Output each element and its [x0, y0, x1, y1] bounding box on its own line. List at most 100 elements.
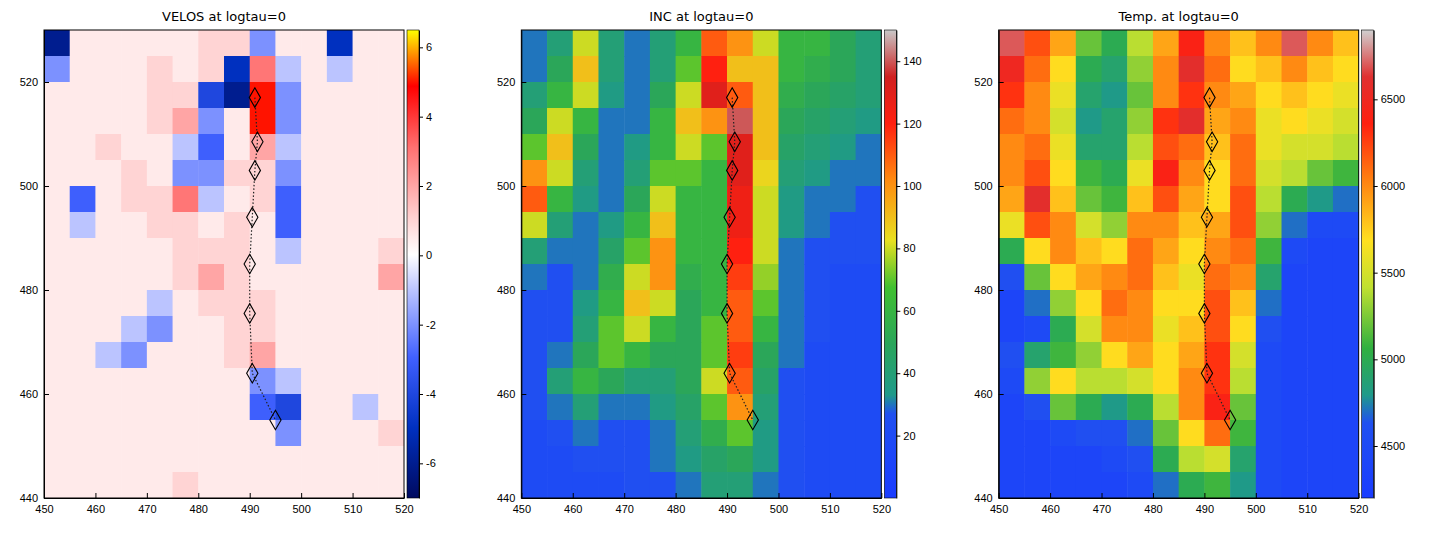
cell — [650, 82, 676, 109]
tick: 4 — [419, 111, 432, 123]
cell — [1102, 290, 1128, 317]
cell — [1230, 56, 1256, 83]
cell — [1333, 134, 1359, 161]
tick: 140 — [896, 55, 921, 67]
cell — [804, 238, 830, 265]
cell — [778, 342, 804, 369]
cell — [547, 446, 573, 473]
cell — [378, 316, 404, 343]
cell — [521, 30, 547, 57]
marker — [249, 88, 260, 108]
track-line — [727, 98, 753, 420]
tick: 510 — [821, 493, 839, 515]
cell — [624, 394, 650, 421]
marker — [1204, 88, 1215, 108]
figure: 450460470480490500510520440460480500520V… — [0, 0, 1432, 534]
cell — [44, 108, 70, 135]
tick-label: 490 — [241, 503, 259, 515]
cell — [44, 238, 70, 265]
tick: 520 — [20, 76, 49, 88]
tick-label: 5500 — [1381, 267, 1405, 279]
tick-label: 450 — [990, 503, 1008, 515]
cell — [521, 342, 547, 369]
cell — [95, 82, 121, 109]
tick-mark — [95, 493, 96, 498]
cell — [70, 446, 96, 473]
cell — [301, 56, 327, 83]
cell — [95, 368, 121, 395]
cell — [224, 186, 250, 213]
marker — [1206, 132, 1217, 152]
cell — [378, 446, 404, 473]
cell — [1153, 238, 1179, 265]
cell — [1256, 134, 1282, 161]
cell — [1076, 290, 1102, 317]
cell — [173, 316, 199, 343]
tick-mark — [419, 47, 423, 48]
cell — [224, 316, 250, 343]
cell — [173, 394, 199, 421]
cell — [1179, 420, 1205, 447]
cell — [224, 30, 250, 57]
cell — [275, 82, 301, 109]
cell — [353, 264, 379, 291]
plot-frame — [999, 30, 1359, 498]
cell — [598, 316, 624, 343]
cell — [198, 420, 224, 447]
cell — [1127, 342, 1153, 369]
cell — [95, 30, 121, 57]
cell — [95, 108, 121, 135]
tick-mark — [1256, 493, 1257, 498]
tick: 480 — [190, 493, 208, 515]
cell — [999, 368, 1025, 395]
cell — [753, 342, 779, 369]
cell — [856, 186, 882, 213]
cell — [378, 290, 404, 317]
cell — [1204, 30, 1230, 57]
cell — [804, 342, 830, 369]
cell — [95, 290, 121, 317]
cell — [778, 264, 804, 291]
cell — [353, 30, 379, 57]
tick: 500 — [20, 180, 49, 192]
cell — [521, 108, 547, 135]
cell — [547, 212, 573, 239]
cell — [198, 134, 224, 161]
cell — [1307, 56, 1333, 83]
cell — [70, 134, 96, 161]
cell — [1333, 368, 1359, 395]
tick-label: 440 — [497, 492, 515, 504]
marker — [721, 254, 732, 274]
cell — [999, 238, 1025, 265]
cell — [1076, 264, 1102, 291]
panel: 450460470480490500510520440460480500520T… — [974, 9, 1405, 515]
cell — [1307, 134, 1333, 161]
cell — [95, 134, 121, 161]
cell — [650, 108, 676, 135]
cell — [521, 134, 547, 161]
cell — [1024, 394, 1050, 421]
cell — [173, 134, 199, 161]
tick-mark — [419, 325, 423, 326]
cell — [1333, 238, 1359, 265]
cell — [353, 108, 379, 135]
cell — [378, 108, 404, 135]
cell — [1127, 238, 1153, 265]
cell — [1333, 56, 1359, 83]
cell — [598, 160, 624, 187]
cell — [353, 394, 379, 421]
cell — [676, 134, 702, 161]
cell — [1282, 186, 1308, 213]
cell — [378, 160, 404, 187]
cell — [378, 394, 404, 421]
cell — [275, 212, 301, 239]
cell — [353, 160, 379, 187]
tick-label: 460 — [497, 388, 515, 400]
tick-label: 460 — [1041, 503, 1059, 515]
tick: 440 — [20, 492, 49, 504]
cell — [1102, 160, 1128, 187]
cell — [147, 108, 173, 135]
cell — [70, 264, 96, 291]
cell — [856, 368, 882, 395]
tick-mark — [896, 248, 900, 249]
